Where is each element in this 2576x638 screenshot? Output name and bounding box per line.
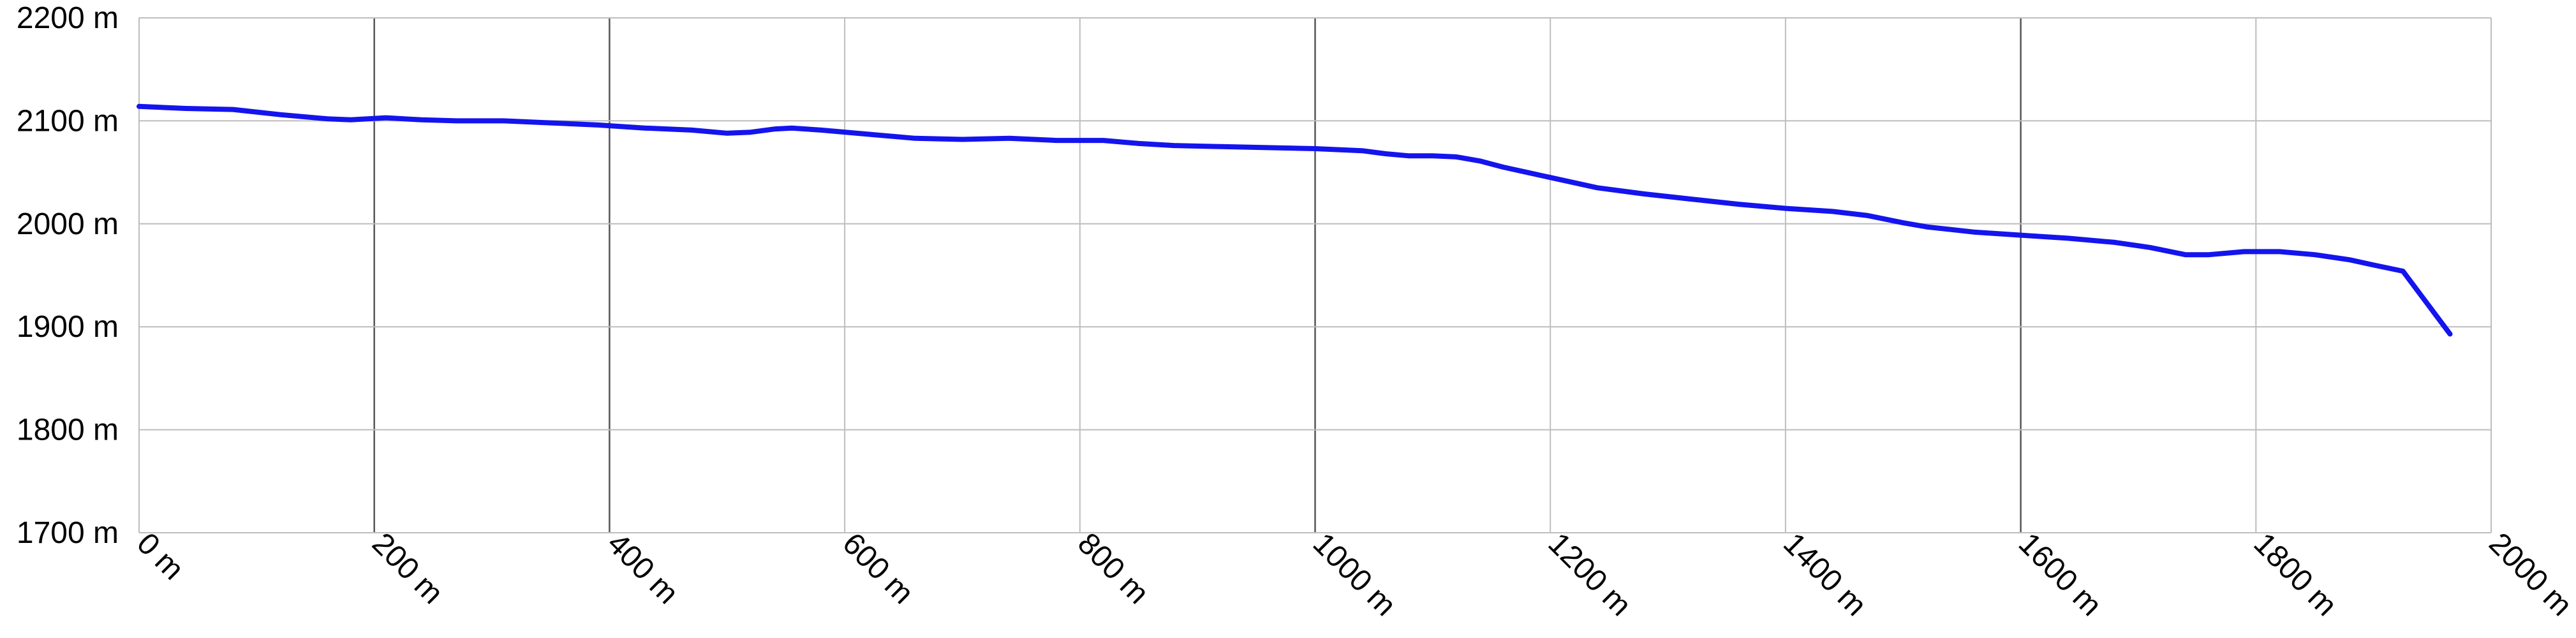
x-tick-label: 1000 m bbox=[1307, 526, 1403, 623]
x-tick-label: 1600 m bbox=[2012, 526, 2108, 623]
x-tick-label: 800 m bbox=[1071, 526, 1155, 611]
x-tick-label: 1200 m bbox=[1541, 526, 1638, 623]
y-tick-label: 1800 m bbox=[17, 413, 119, 447]
x-tick-label: 1800 m bbox=[2247, 526, 2344, 623]
x-tick-label: 400 m bbox=[601, 526, 685, 611]
y-gridlines bbox=[139, 17, 2491, 533]
x-tick-label: 1400 m bbox=[1777, 526, 1873, 623]
x-gridlines bbox=[138, 18, 2492, 533]
series-line-0 bbox=[137, 103, 2453, 337]
series-group bbox=[137, 103, 2453, 337]
x-tick-label: 2000 m bbox=[2482, 526, 2576, 623]
x-tick-label: 0 m bbox=[130, 526, 190, 586]
y-tick-label: 1700 m bbox=[17, 516, 119, 550]
y-tick-label: 1900 m bbox=[17, 310, 119, 344]
y-tick-label: 2200 m bbox=[17, 1, 119, 35]
x-tick-label: 600 m bbox=[836, 526, 920, 611]
x-tick-labels: 0 m 200 m 400 m 600 m 800 m 1000 m 1200 m 1400 … bbox=[130, 526, 2576, 623]
y-tick-label: 2000 m bbox=[17, 207, 119, 241]
x-tick-label: 200 m bbox=[366, 526, 450, 611]
y-tick-labels: 1700 m 1800 m 1900 m 2000 m 2100 m 2200 m bbox=[17, 1, 119, 550]
y-tick-label: 2100 m bbox=[17, 104, 119, 138]
